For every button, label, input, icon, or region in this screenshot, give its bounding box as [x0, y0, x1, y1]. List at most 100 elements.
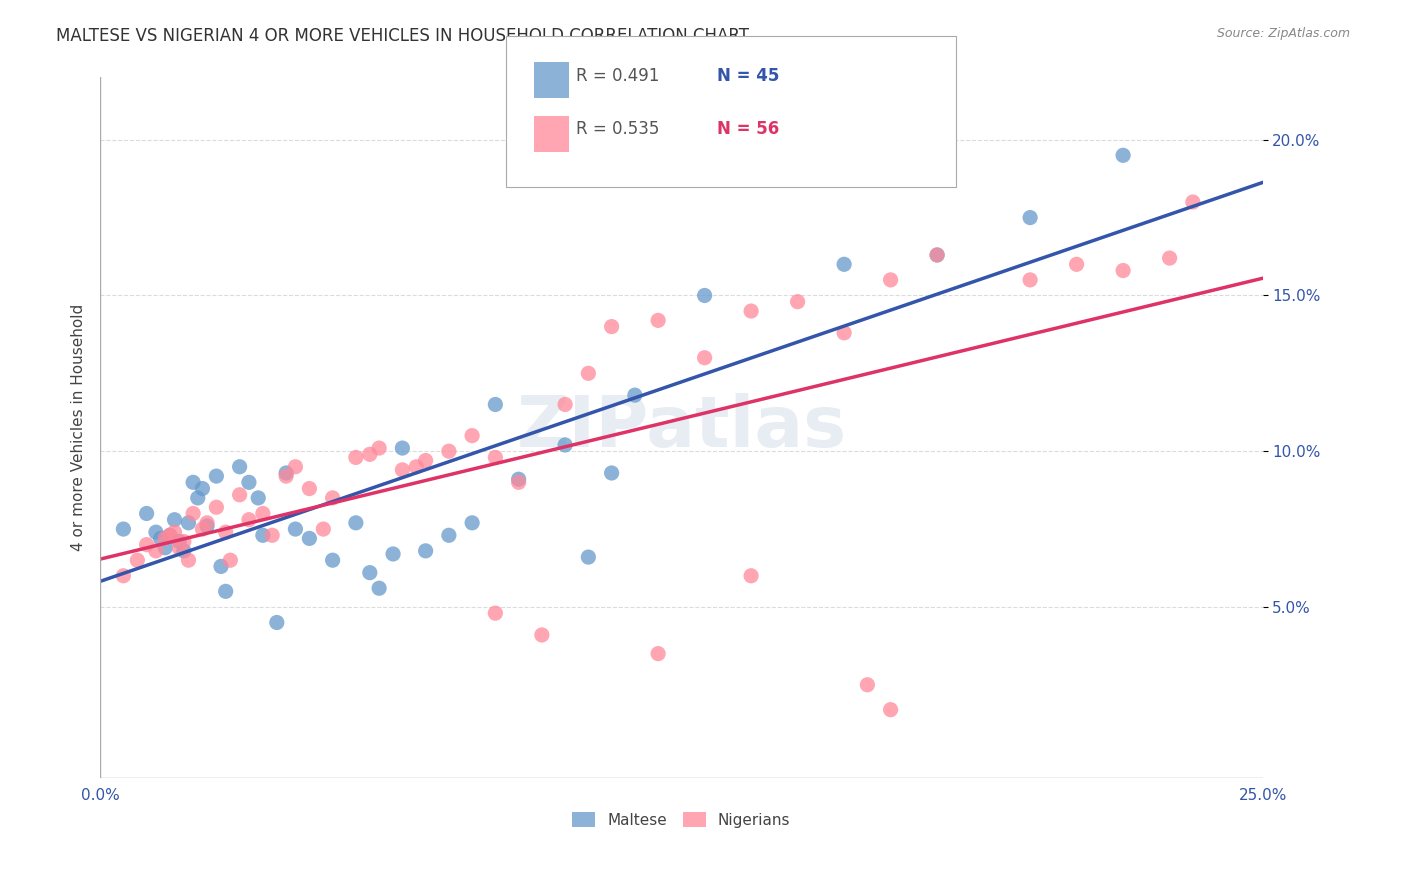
Point	[437, 528, 460, 542]
Point	[163, 513, 186, 527]
Point	[1066, 257, 1088, 271]
Point	[228, 459, 250, 474]
Point	[205, 500, 228, 515]
Point	[927, 248, 949, 262]
Point	[135, 507, 157, 521]
Point	[693, 351, 716, 365]
Point	[344, 450, 367, 465]
Point	[693, 288, 716, 302]
Point	[740, 304, 762, 318]
Text: R = 0.535: R = 0.535	[576, 120, 659, 138]
Point	[149, 532, 172, 546]
Point	[786, 294, 808, 309]
Point	[391, 441, 413, 455]
Point	[647, 647, 669, 661]
Point	[484, 450, 506, 465]
Point	[368, 441, 391, 455]
Point	[276, 469, 298, 483]
Point	[167, 534, 190, 549]
Point	[195, 516, 218, 530]
Point	[163, 525, 186, 540]
Point	[856, 678, 879, 692]
Point	[322, 553, 344, 567]
Point	[159, 528, 181, 542]
Point	[298, 482, 321, 496]
Point	[322, 491, 344, 505]
Point	[167, 541, 190, 555]
Point	[879, 273, 901, 287]
Point	[312, 522, 335, 536]
Point	[298, 532, 321, 546]
Point	[576, 367, 599, 381]
Point	[382, 547, 405, 561]
Point	[508, 475, 530, 490]
Point	[554, 397, 576, 411]
Point	[276, 466, 298, 480]
Point	[177, 516, 200, 530]
Point	[359, 447, 381, 461]
Point	[415, 453, 437, 467]
Point	[508, 472, 530, 486]
Text: MALTESE VS NIGERIAN 4 OR MORE VEHICLES IN HOUSEHOLD CORRELATION CHART: MALTESE VS NIGERIAN 4 OR MORE VEHICLES I…	[56, 27, 749, 45]
Point	[344, 516, 367, 530]
Point	[262, 528, 284, 542]
Point	[927, 248, 949, 262]
Point	[252, 507, 274, 521]
Point	[191, 522, 214, 536]
Point	[191, 482, 214, 496]
Y-axis label: 4 or more Vehicles in Household: 4 or more Vehicles in Household	[72, 304, 86, 551]
Point	[247, 491, 270, 505]
Point	[228, 488, 250, 502]
Point	[135, 538, 157, 552]
Point	[647, 313, 669, 327]
Point	[266, 615, 288, 630]
Point	[740, 568, 762, 582]
Point	[181, 507, 204, 521]
Point	[187, 491, 209, 505]
Point	[181, 475, 204, 490]
Point	[159, 528, 181, 542]
Point	[112, 568, 135, 582]
Point	[177, 553, 200, 567]
Point	[530, 628, 553, 642]
Point	[484, 397, 506, 411]
Point	[252, 528, 274, 542]
Point	[1181, 194, 1204, 209]
Text: R = 0.491: R = 0.491	[576, 67, 659, 85]
Point	[195, 519, 218, 533]
Text: ZIPatlas: ZIPatlas	[516, 393, 846, 462]
Point	[624, 388, 647, 402]
Point	[359, 566, 381, 580]
Point	[415, 544, 437, 558]
Point	[554, 438, 576, 452]
Point	[112, 522, 135, 536]
Point	[173, 544, 195, 558]
Point	[238, 513, 260, 527]
Point	[405, 459, 427, 474]
Point	[1112, 263, 1135, 277]
Point	[437, 444, 460, 458]
Point	[461, 428, 484, 442]
Point	[145, 544, 167, 558]
Point	[215, 525, 238, 540]
Point	[238, 475, 260, 490]
Point	[879, 703, 901, 717]
Point	[173, 534, 195, 549]
Point	[145, 525, 167, 540]
Point	[484, 606, 506, 620]
Point	[832, 257, 855, 271]
Legend: Maltese, Nigerians: Maltese, Nigerians	[567, 805, 796, 834]
Point	[600, 466, 623, 480]
Point	[219, 553, 242, 567]
Point	[600, 319, 623, 334]
Point	[209, 559, 232, 574]
Point	[284, 459, 307, 474]
Point	[1112, 148, 1135, 162]
Point	[1019, 273, 1042, 287]
Point	[215, 584, 238, 599]
Point	[368, 581, 391, 595]
Text: Source: ZipAtlas.com: Source: ZipAtlas.com	[1216, 27, 1350, 40]
Point	[284, 522, 307, 536]
Text: N = 56: N = 56	[717, 120, 779, 138]
Point	[576, 550, 599, 565]
